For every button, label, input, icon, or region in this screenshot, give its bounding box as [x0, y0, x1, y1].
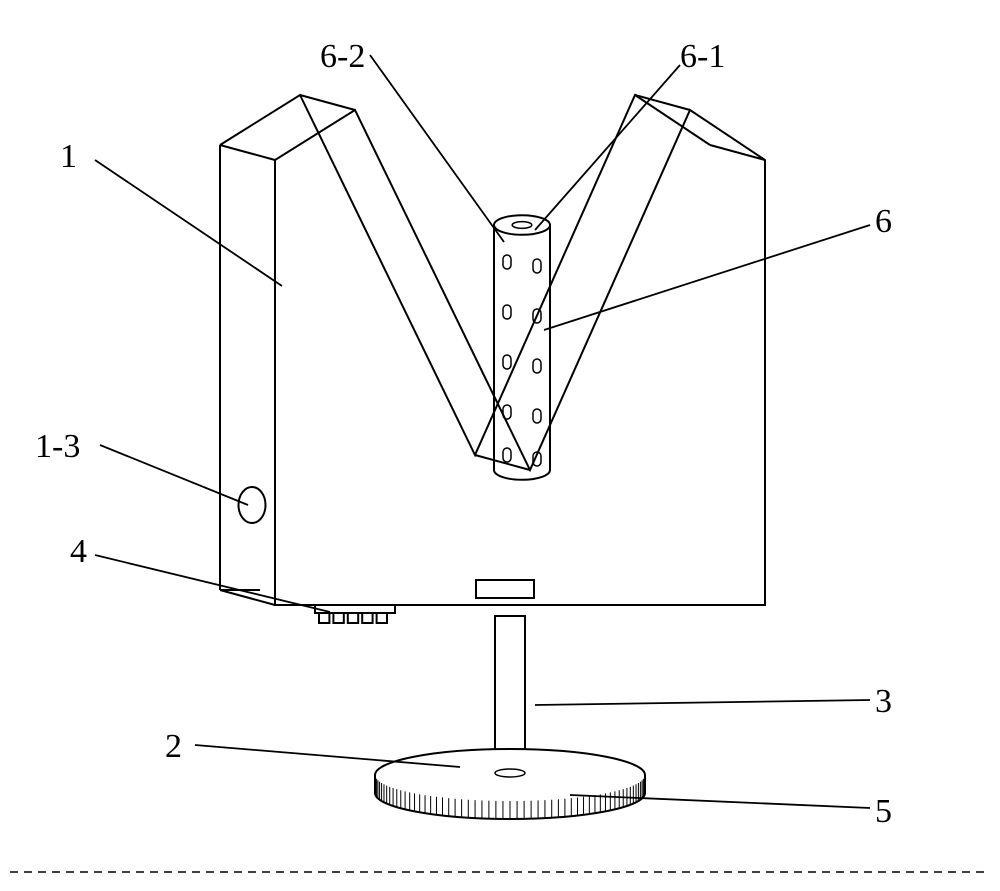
label-3: 3 — [875, 683, 892, 720]
label-6-1: 6-1 — [680, 38, 725, 75]
label-5: 5 — [875, 793, 892, 830]
label-6-2: 6-2 — [320, 38, 365, 75]
label-6: 6 — [875, 203, 892, 240]
label-4: 4 — [70, 533, 87, 570]
label-1: 1 — [60, 138, 77, 175]
label-2: 2 — [165, 728, 182, 765]
label-1-3: 1-3 — [35, 428, 80, 465]
